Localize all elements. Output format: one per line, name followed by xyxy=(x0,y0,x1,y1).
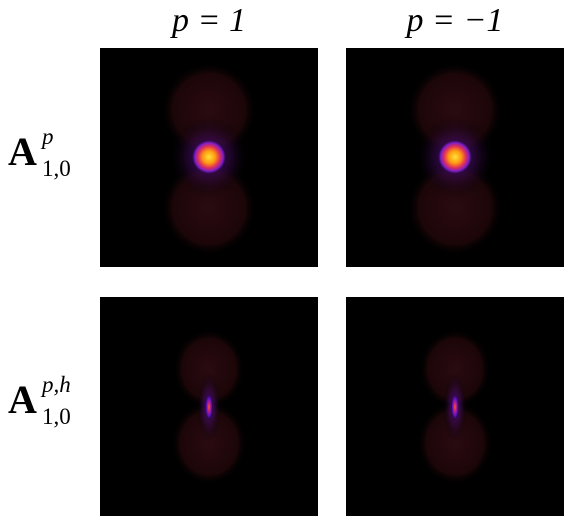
row-label: A p,h 1,0 xyxy=(8,372,98,456)
row-label: A p 1,0 xyxy=(8,124,98,208)
label-base: A xyxy=(8,129,37,174)
column-header: p = 1 xyxy=(172,2,246,39)
heatmap-image xyxy=(346,48,564,267)
label-base: A xyxy=(8,377,37,422)
heatmap-image xyxy=(100,48,318,267)
label-subscript: 1,0 xyxy=(42,404,71,429)
column-header: p = −1 xyxy=(406,2,504,39)
label-superscript: p,h xyxy=(42,372,71,397)
heatmap-image xyxy=(100,297,318,516)
heatmap-image xyxy=(346,297,564,516)
label-superscript: p xyxy=(42,124,54,149)
label-subscript: 1,0 xyxy=(42,156,71,181)
